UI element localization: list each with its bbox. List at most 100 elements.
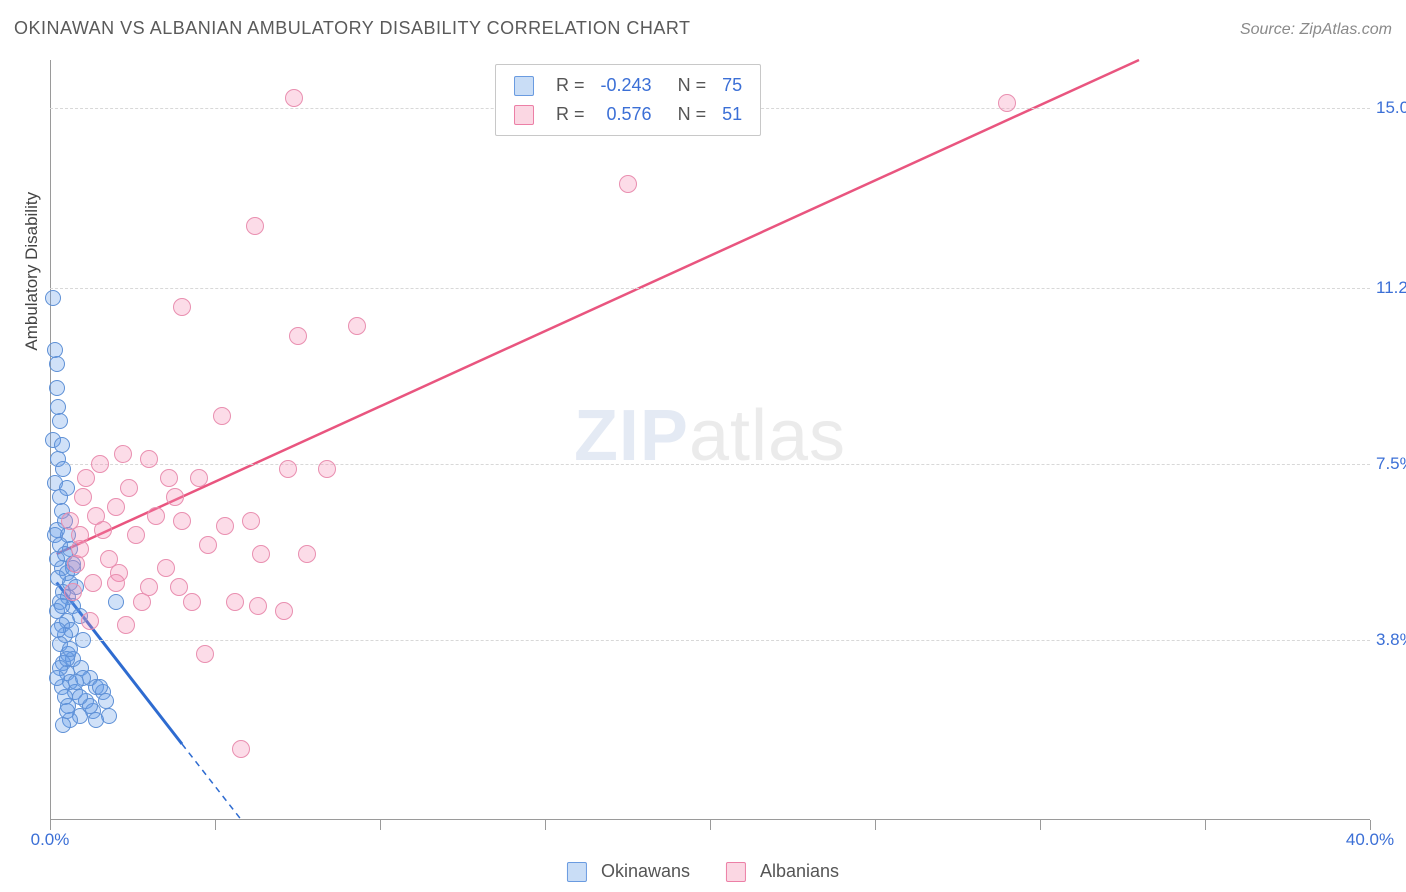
data-point-okinawans	[54, 598, 70, 614]
data-point-albanians	[127, 526, 145, 544]
x-tick	[710, 820, 711, 830]
data-point-okinawans	[108, 594, 124, 610]
stat-n-value: 51	[714, 100, 750, 129]
data-point-albanians	[71, 526, 89, 544]
data-point-albanians	[190, 469, 208, 487]
swatch-albanians-icon	[726, 862, 746, 882]
legend-item-albanians: Albanians	[726, 861, 839, 882]
legend-item-okinawans: Okinawans	[567, 861, 690, 882]
data-point-albanians	[199, 536, 217, 554]
scatter-plot-area: ZIPatlas 3.8%7.5%11.2%15.0%0.0%40.0%R =-…	[50, 60, 1370, 820]
trend-lines	[50, 60, 1370, 820]
data-point-okinawans	[49, 356, 65, 372]
x-tick-label: 40.0%	[1346, 830, 1394, 850]
x-tick	[1370, 820, 1371, 830]
data-point-albanians	[226, 593, 244, 611]
data-point-albanians	[275, 602, 293, 620]
data-point-albanians	[298, 545, 316, 563]
stat-r-label: R =	[548, 100, 593, 129]
data-point-okinawans	[72, 689, 88, 705]
data-point-okinawans	[49, 380, 65, 396]
x-tick	[50, 820, 51, 830]
data-point-albanians	[998, 94, 1016, 112]
source-attribution: Source: ZipAtlas.com	[1240, 21, 1392, 39]
data-point-albanians	[117, 616, 135, 634]
data-point-albanians	[133, 593, 151, 611]
data-point-okinawans	[88, 712, 104, 728]
grid-line	[50, 640, 1370, 641]
x-tick	[545, 820, 546, 830]
data-point-albanians	[289, 327, 307, 345]
data-point-okinawans	[55, 461, 71, 477]
data-point-albanians	[157, 559, 175, 577]
data-point-albanians	[318, 460, 336, 478]
legend-label: Okinawans	[601, 861, 690, 882]
stat-n-label: N =	[660, 100, 715, 129]
data-point-albanians	[348, 317, 366, 335]
grid-line	[50, 464, 1370, 465]
data-point-okinawans	[55, 717, 71, 733]
data-point-albanians	[173, 512, 191, 530]
data-point-okinawans	[49, 670, 65, 686]
data-point-albanians	[279, 460, 297, 478]
data-point-albanians	[74, 488, 92, 506]
data-point-albanians	[216, 517, 234, 535]
data-point-albanians	[249, 597, 267, 615]
data-point-albanians	[84, 574, 102, 592]
data-point-albanians	[252, 545, 270, 563]
data-point-albanians	[166, 488, 184, 506]
data-point-albanians	[140, 450, 158, 468]
x-tick-label: 0.0%	[31, 830, 70, 850]
y-tick-label: 11.2%	[1376, 278, 1406, 298]
legend-label: Albanians	[760, 861, 839, 882]
swatch-albanians-icon	[514, 105, 534, 125]
grid-line	[50, 288, 1370, 289]
stat-r-value: -0.243	[593, 71, 660, 100]
stat-n-value: 75	[714, 71, 750, 100]
data-point-albanians	[619, 175, 637, 193]
data-point-albanians	[120, 479, 138, 497]
data-point-albanians	[107, 574, 125, 592]
y-tick-label: 15.0%	[1376, 98, 1406, 118]
y-tick-label: 3.8%	[1376, 630, 1406, 650]
data-point-albanians	[213, 407, 231, 425]
data-point-albanians	[91, 455, 109, 473]
y-axis-title: Ambulatory Disability	[22, 192, 42, 351]
data-point-albanians	[147, 507, 165, 525]
data-point-okinawans	[62, 641, 78, 657]
data-point-okinawans	[98, 693, 114, 709]
data-point-albanians	[67, 555, 85, 573]
data-point-albanians	[114, 445, 132, 463]
chart-header: OKINAWAN VS ALBANIAN AMBULATORY DISABILI…	[14, 18, 1392, 39]
stat-r-value: 0.576	[593, 100, 660, 129]
chart-title: OKINAWAN VS ALBANIAN AMBULATORY DISABILI…	[14, 18, 691, 39]
legend-bottom: Okinawans Albanians	[567, 861, 839, 882]
x-tick	[1040, 820, 1041, 830]
y-tick-label: 7.5%	[1376, 454, 1406, 474]
data-point-okinawans	[45, 290, 61, 306]
swatch-okinawans-icon	[514, 76, 534, 96]
data-point-albanians	[246, 217, 264, 235]
x-tick	[215, 820, 216, 830]
data-point-albanians	[285, 89, 303, 107]
x-tick	[875, 820, 876, 830]
data-point-albanians	[77, 469, 95, 487]
x-tick	[380, 820, 381, 830]
data-point-albanians	[87, 507, 105, 525]
swatch-okinawans-icon	[567, 862, 587, 882]
data-point-okinawans	[50, 622, 66, 638]
data-point-albanians	[160, 469, 178, 487]
data-point-albanians	[196, 645, 214, 663]
x-tick	[1205, 820, 1206, 830]
data-point-albanians	[242, 512, 260, 530]
stat-r-label: R =	[548, 71, 593, 100]
stats-legend: R =-0.243N =75 R =0.576N =51	[495, 64, 761, 136]
data-point-albanians	[173, 298, 191, 316]
data-point-albanians	[170, 578, 188, 596]
stat-n-label: N =	[660, 71, 715, 100]
trend-line	[182, 744, 241, 820]
data-point-albanians	[107, 498, 125, 516]
data-point-okinawans	[75, 632, 91, 648]
data-point-albanians	[183, 593, 201, 611]
data-point-okinawans	[52, 413, 68, 429]
